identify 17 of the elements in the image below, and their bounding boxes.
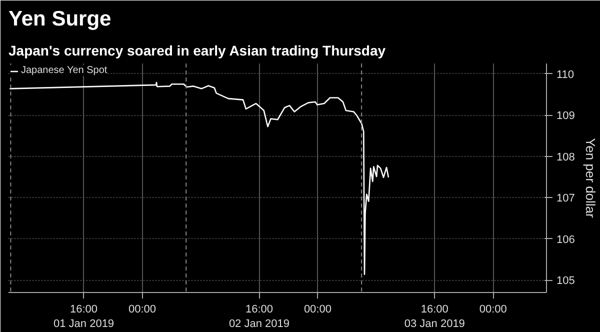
x-tick-label: 16:00 03 Jan 2019	[404, 304, 465, 330]
x-tick-label: 00:00	[128, 304, 156, 316]
y-tick-label: 109	[556, 110, 575, 122]
y-tick-label: 110	[556, 68, 574, 81]
x-tick-label: 16:00 01 Jan 2019	[54, 304, 114, 330]
chart-subtitle: Japan's currency soared in early Asian trading Thursday	[8, 42, 386, 58]
x-tick-label: 00:00	[479, 304, 507, 316]
legend-label: Japanese Yen Spot	[21, 65, 108, 76]
line-series	[8, 82, 390, 275]
y-axis-title: Yen per dollar	[582, 138, 598, 219]
x-tick-label: 16:00 02 Jan 2019	[228, 304, 290, 330]
y-tick-label: 105	[556, 275, 575, 288]
y-tick-label: 108	[556, 151, 575, 164]
y-tick-label: 106	[556, 234, 575, 246]
chart-title: Yen Surge	[8, 8, 112, 30]
y-tick-label: 107	[556, 192, 575, 205]
x-tick-label: 00:00	[304, 304, 332, 316]
